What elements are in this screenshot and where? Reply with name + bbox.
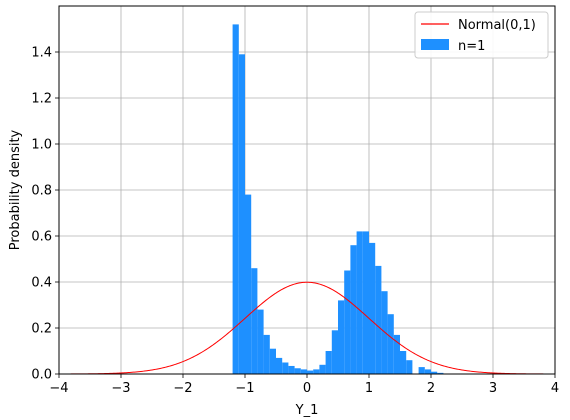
histogram-bar <box>307 370 314 374</box>
histogram-bar <box>263 334 270 374</box>
histogram-bar <box>313 369 320 374</box>
x-axis-label: Y_1 <box>295 403 319 418</box>
legend-n1-label: n=1 <box>458 39 485 54</box>
legend-normal-label: Normal(0,1) <box>458 18 536 33</box>
histogram-bar <box>269 348 276 374</box>
y-tick-label: 0.4 <box>31 276 52 291</box>
y-tick-label: 1.2 <box>31 92 52 107</box>
x-tick-label: −2 <box>173 381 192 396</box>
histogram-bar <box>375 265 382 374</box>
histogram-bar <box>387 314 394 374</box>
y-tick-label: 0.8 <box>31 184 52 199</box>
x-tick-label: 0 <box>303 381 311 396</box>
x-tick-label: 4 <box>551 381 559 396</box>
histogram-bar <box>400 351 407 374</box>
histogram-bar <box>232 24 239 375</box>
histogram-bar <box>418 367 425 374</box>
x-tick-label: 1 <box>365 381 373 396</box>
histogram-bar <box>350 245 357 374</box>
histogram-bar <box>369 242 376 374</box>
grid <box>58 6 556 375</box>
histogram-bar <box>331 330 338 374</box>
x-tick-label: −4 <box>49 381 68 396</box>
x-axis-ticks: −4 −3 −2 −1 0 1 2 3 4 <box>49 374 559 396</box>
histogram-bar <box>276 357 283 374</box>
histogram-bar <box>406 360 413 374</box>
histogram-bar <box>251 268 258 374</box>
histogram-bar <box>325 351 332 374</box>
histogram-bar <box>362 231 369 374</box>
x-tick-label: −3 <box>111 381 130 396</box>
histogram-bar <box>431 371 438 374</box>
x-tick-label: −1 <box>235 381 254 396</box>
histogram-bar <box>238 54 245 375</box>
histogram-bar <box>356 231 363 374</box>
histogram-bar <box>282 362 289 374</box>
histogram-bar <box>288 365 295 374</box>
y-tick-label: 0.6 <box>31 230 52 245</box>
y-tick-label: 1.0 <box>31 138 52 153</box>
histogram-bar <box>245 194 252 374</box>
x-tick-label: 3 <box>489 381 497 396</box>
histogram-bar <box>338 300 345 374</box>
histogram-bar <box>393 334 400 374</box>
histogram-bar <box>437 372 444 374</box>
histogram-bar <box>257 309 264 374</box>
normal-pdf-curve <box>59 281 555 375</box>
y-axis-label: Probability density <box>8 129 23 250</box>
histogram-bars <box>232 24 444 375</box>
x-tick-label: 2 <box>427 381 435 396</box>
y-tick-label: 0.0 <box>31 368 52 383</box>
histogram-bar <box>424 369 431 374</box>
y-axis-ticks: 0.0 0.2 0.4 0.6 0.8 1.0 1.2 1.4 <box>31 46 59 383</box>
histogram-bar <box>319 364 326 374</box>
legend: Normal(0,1) n=1 <box>414 11 549 59</box>
y-tick-label: 0.2 <box>31 322 52 337</box>
normal-curve-layer <box>59 281 555 375</box>
histogram-bar <box>300 369 307 374</box>
histogram-bar <box>294 368 301 374</box>
histogram-bar <box>344 270 351 374</box>
y-tick-label: 1.4 <box>31 46 52 61</box>
legend-n1-patch-swatch <box>421 39 449 50</box>
